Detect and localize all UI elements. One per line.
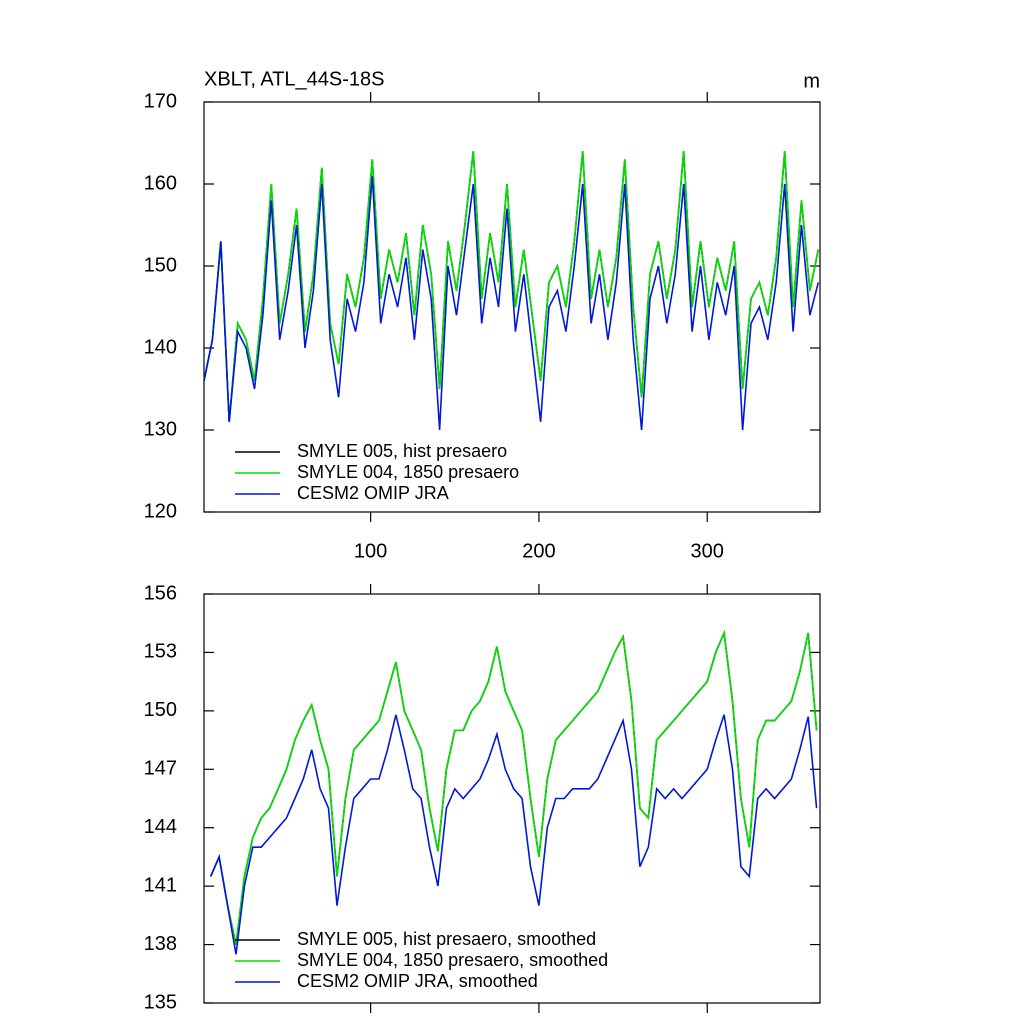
y-tick-label: 160	[144, 172, 177, 194]
y-tick-label: 135	[144, 991, 177, 1013]
y-tick-label: 150	[144, 254, 177, 276]
legend-label: SMYLE 005, hist presaero, smoothed	[297, 929, 596, 949]
y-tick-label: 156	[144, 582, 177, 604]
legend-label: CESM2 OMIP JRA, smoothed	[297, 971, 538, 991]
y-tick-label: 170	[144, 90, 177, 112]
y-tick-label: 153	[144, 641, 177, 663]
plot-frame	[203, 593, 821, 1004]
data-line	[203, 175, 820, 431]
y-tick-label: 150	[144, 699, 177, 721]
data-line	[209, 714, 818, 955]
legend-label: CESM2 OMIP JRA	[297, 483, 449, 503]
data-line	[209, 629, 818, 945]
chart-title: XBLT, ATL_44S-18S	[204, 68, 384, 90]
legend-label: SMYLE 004, 1850 presaero	[297, 462, 519, 482]
x-tick-label: 100	[354, 540, 387, 562]
x-tick-label: 200	[522, 540, 555, 562]
y-tick-label: 130	[144, 418, 177, 440]
legend-label: SMYLE 004, 1850 presaero, smoothed	[297, 950, 608, 970]
y-tick-label: 144	[144, 816, 177, 838]
y-tick-label: 140	[144, 336, 177, 358]
plot-frame	[203, 101, 821, 513]
y-tick-label: 147	[144, 758, 177, 780]
y-tick-label: 120	[144, 500, 177, 522]
legend-label: SMYLE 005, hist presaero	[297, 441, 507, 461]
y-tick-label: 141	[144, 874, 177, 896]
units-label: m	[803, 70, 820, 92]
x-tick-label: 300	[691, 540, 724, 562]
data-line	[203, 151, 820, 422]
y-tick-label: 138	[144, 933, 177, 955]
